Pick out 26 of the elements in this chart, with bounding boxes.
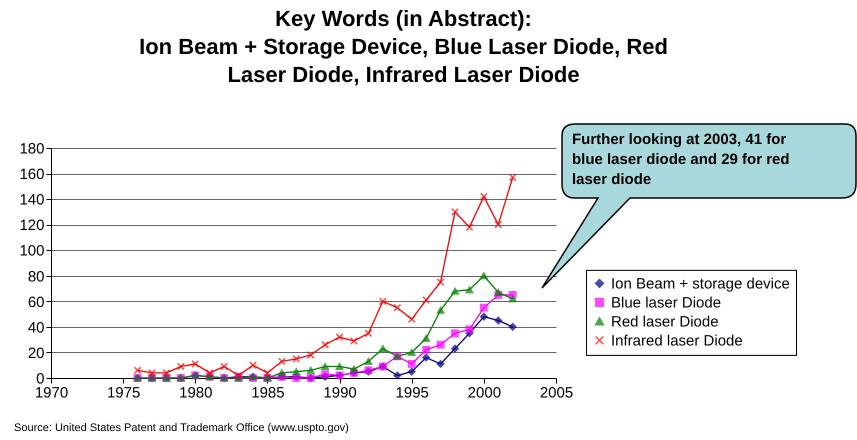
text: Ion Beam + Storage Device, Blue Laser Diode, Red (139, 34, 668, 59)
legend-label: Ion Beam + storage device (611, 275, 790, 292)
x-tick-label: 1970 (34, 384, 68, 402)
x-tick-label: 1975 (106, 384, 140, 402)
y-tick-label: 40 (28, 319, 44, 336)
x-tick-label: 2000 (468, 384, 502, 402)
y-tick-label: 140 (19, 192, 44, 209)
y-tick-label: 20 (28, 344, 44, 362)
y-tick-label: 0 (36, 370, 44, 388)
x-tick-label: 1990 (323, 384, 357, 402)
legend-label: Blue laser Diode (611, 294, 722, 312)
y-tick-label: 120 (19, 217, 44, 234)
source-note: Source: United States Patent and Trademark Office (www.uspto.gov) (14, 422, 349, 434)
text: Key Words (in Abstract): (275, 6, 532, 31)
x-tick-label: 1980 (179, 384, 212, 402)
text: Laser Diode, Infrared Laser Diode (227, 62, 580, 87)
y-tick-label: 160 (19, 166, 44, 184)
y-tick-label: 80 (28, 268, 44, 286)
legend-label: Infrared laser Diode (611, 332, 743, 350)
y-tick-label: 180 (19, 140, 44, 158)
y-tick-label: 60 (28, 294, 44, 311)
x-tick-label: 1985 (251, 384, 285, 402)
x-tick-label: 1995 (396, 384, 429, 402)
y-tick-label: 100 (19, 242, 44, 260)
legend-label: Red laser Diode (611, 313, 719, 330)
x-tick-label: 2005 (540, 384, 574, 402)
